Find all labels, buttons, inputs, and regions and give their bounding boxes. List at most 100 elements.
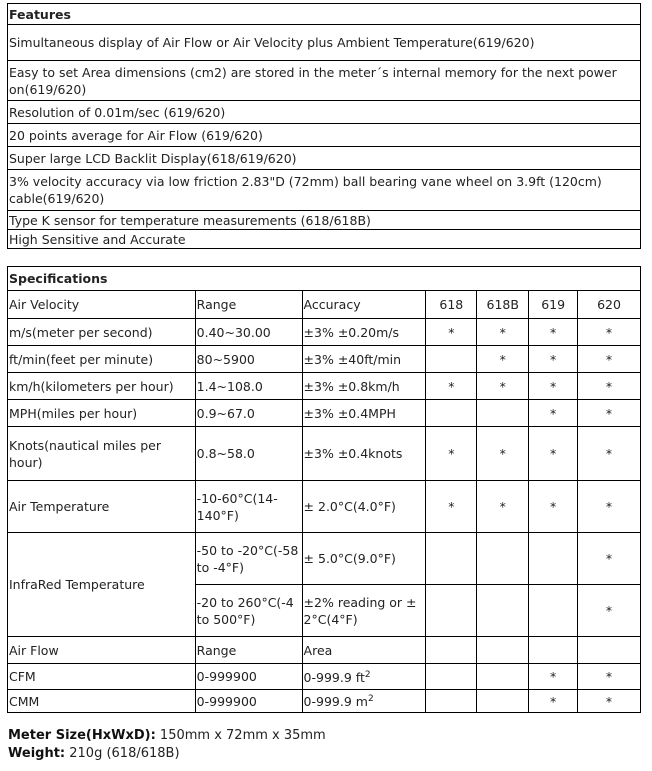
table-cell: * [476, 426, 530, 481]
feature-item: Super large LCD Backlit Display(618/619/… [7, 146, 641, 170]
table-cell: * [476, 480, 530, 533]
table-cell: * [425, 480, 478, 533]
table-cell: * [425, 372, 478, 400]
table-cell: Area [301, 636, 427, 664]
features-table: Features Simultaneous display of Air Flo… [7, 3, 641, 249]
table-row: m/s(meter per second) 0.40~30.00 ±3% ±0.20… [7, 318, 641, 346]
table-cell: ±3% ±0.4MPH [301, 399, 427, 427]
table-cell [528, 532, 579, 585]
table-cell: -10-60°C(14-140°F) [194, 480, 303, 533]
table-cell [476, 399, 530, 427]
table-cell: * [577, 532, 641, 585]
table-row: km/h(kilometers per hour) 1.4~108.0 ±3% ±0… [7, 372, 641, 400]
table-cell: * [476, 372, 530, 400]
table-cell [425, 532, 478, 585]
feature-item: 20 points average for Air Flow (619/620) [7, 123, 641, 147]
table-cell [425, 636, 478, 664]
table-cell: 0-999900 [194, 663, 303, 690]
table-cell: 618B [476, 290, 530, 319]
table-row: Air Velocity Range Accuracy 618 618B 619 620 [7, 290, 641, 319]
table-cell: Air Velocity [7, 290, 196, 319]
table-row: MPH(miles per hour) 0.9~67.0 ±3% ±0.4MPH * * [7, 399, 641, 427]
table-cell: * [476, 345, 530, 373]
table-cell [476, 663, 530, 690]
table-row: -20 to 260°C(-4 to 500°F) ±2% reading or … [8, 584, 641, 637]
table-cell: 619 [528, 290, 579, 319]
table-cell: * [577, 480, 641, 533]
features-title: Features [7, 3, 641, 25]
table-cell: 0-999.9 ft2 [301, 663, 427, 690]
table-cell: * [577, 399, 641, 427]
table-row: ft/min(feet per minute) 80~5900 ±3% ±40ft/… [7, 345, 641, 373]
footer-info: Meter Size(HxWxD): 150mm x 72mm x 35mm W… [8, 727, 326, 763]
table-cell: Air Flow [7, 636, 196, 664]
table-cell: ft/min(feet per minute) [7, 345, 196, 373]
table-cell: * [528, 663, 579, 690]
table-cell: * [528, 689, 579, 713]
table-cell [476, 584, 530, 637]
table-row: Air Temperature -10-60°C(14-140°F) ± 2.0°C… [7, 480, 641, 533]
table-row: Air Flow Range Area [7, 636, 641, 664]
table-cell [425, 663, 478, 690]
table-cell [476, 636, 530, 664]
table-cell: Air Temperature [7, 480, 196, 533]
table-cell: * [577, 426, 641, 481]
table-cell [528, 636, 579, 664]
feature-item: Resolution of 0.01m/sec (619/620) [7, 100, 641, 124]
table-cell: * [528, 399, 579, 427]
table-cell [577, 636, 641, 664]
table-cell: ±3% ±40ft/min [301, 345, 427, 373]
specifications-title: Specifications [7, 266, 641, 291]
table-cell: 618 [425, 290, 478, 319]
table-cell: * [577, 689, 641, 713]
table-cell: InfraRed Temperature [7, 532, 196, 637]
table-cell: Range [194, 636, 303, 664]
weight: Weight: 210g (618/618B) [8, 746, 180, 761]
specifications-table: Specifications Air Velocity Range Accuracy… [7, 266, 641, 713]
table-cell: 620 [577, 290, 641, 319]
table-cell [425, 399, 478, 427]
table-cell: 1.4~108.0 [194, 372, 303, 400]
table-cell: Accuracy [301, 290, 427, 319]
table-cell: * [528, 426, 579, 481]
table-cell: * [476, 318, 530, 346]
table-cell: 80~5900 [194, 345, 303, 373]
table-row: CFM 0-999900 0-999.9 ft2 * * [7, 663, 641, 690]
table-cell: MPH(miles per hour) [7, 399, 196, 427]
table-row: InfraRed Temperature -50 to -20°C(-58 to … [7, 532, 641, 637]
table-row: Knots(nautical miles per hour) 0.8~58.0 ±3… [7, 426, 641, 481]
table-cell: 0.8~58.0 [194, 426, 303, 481]
table-cell: -50 to -20°C(-58 to -4°F) [194, 532, 303, 585]
table-cell: 0-999900 [194, 689, 303, 713]
table-cell [476, 689, 530, 713]
table-cell [425, 345, 478, 373]
table-cell: ±3% ±0.8km/h [301, 372, 427, 400]
table-cell: Range [194, 290, 303, 319]
table-cell: * [425, 426, 478, 481]
table-cell: * [577, 372, 641, 400]
table-cell: CFM [7, 663, 196, 690]
table-row: CMM 0-999900 0-999.9 m2 * * [7, 689, 641, 713]
table-cell: ± 5.0°C(9.0°F) [301, 532, 427, 585]
table-cell [528, 584, 579, 637]
feature-item: Simultaneous display of Air Flow or Air … [7, 24, 641, 61]
table-cell: ±3% ±0.4knots [301, 426, 427, 481]
table-cell [425, 689, 478, 713]
table-cell: ±3% ±0.20m/s [301, 318, 427, 346]
table-cell: * [577, 584, 641, 637]
feature-item: 3% velocity accuracy via low friction 2.… [7, 169, 641, 211]
table-cell: ± 2.0°C(4.0°F) [301, 480, 427, 533]
table-cell: Knots(nautical miles per hour) [7, 426, 196, 481]
meter-size: Meter Size(HxWxD): 150mm x 72mm x 35mm [8, 728, 326, 743]
table-cell: 0.9~67.0 [194, 399, 303, 427]
table-cell: * [425, 318, 478, 346]
table-cell: -20 to 260°C(-4 to 500°F) [194, 584, 303, 637]
table-cell: * [528, 372, 579, 400]
table-cell: km/h(kilometers per hour) [7, 372, 196, 400]
feature-item: Type K sensor for temperature measuremen… [7, 210, 641, 230]
table-cell: * [577, 318, 641, 346]
table-cell: * [528, 345, 579, 373]
table-cell: CMM [7, 689, 196, 713]
table-cell: * [528, 480, 579, 533]
table-cell [425, 584, 478, 637]
